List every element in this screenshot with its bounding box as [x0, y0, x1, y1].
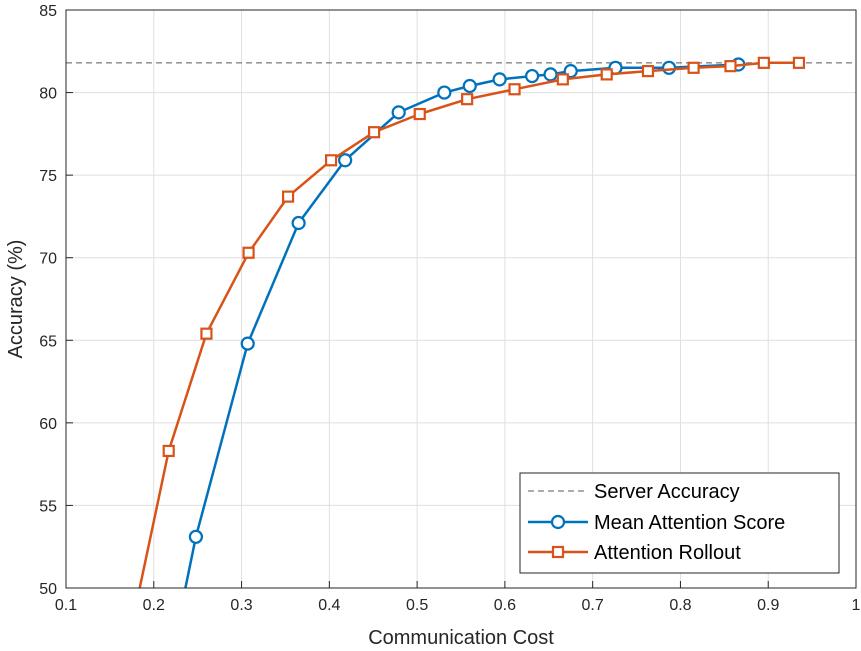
x-ticks: 0.1 0.2 0.3 0.4 0.5 0.6 0.7 0.8 0.9 1	[55, 581, 861, 614]
mean-attention-score-point	[291, 215, 306, 231]
mean-attention-score-point	[338, 153, 353, 168]
x-tick-label: 0.7	[582, 597, 604, 614]
attention-rollout-point	[200, 327, 213, 340]
x-tick-label: 0.6	[494, 597, 516, 614]
y-tick-label: 50	[39, 581, 57, 598]
x-axis-label: Communication Cost	[368, 627, 554, 649]
y-tick-label: 85	[39, 3, 57, 20]
attention-rollout-point	[724, 60, 737, 73]
x-tick-label: 0.9	[757, 597, 779, 614]
attention-rollout-point	[508, 83, 521, 96]
attention-rollout-point	[324, 154, 338, 167]
x-tick-label: 0.8	[669, 597, 691, 614]
series-group	[138, 56, 806, 589]
attention-rollout-point	[162, 444, 175, 458]
attention-rollout-point	[281, 190, 295, 203]
attention-rollout-point	[413, 107, 426, 121]
x-tick-label: 1	[852, 597, 861, 614]
x-tick-label: 0.3	[230, 597, 252, 614]
mean-attention-score-point	[240, 336, 255, 351]
legend-attention-rollout-marker	[551, 545, 565, 559]
mean-attention-score-point	[492, 72, 507, 87]
x-tick-label: 0.2	[143, 597, 165, 614]
legend: Server Accuracy Mean Attention Score Att…	[519, 472, 840, 574]
mean-attention-score-point	[524, 68, 540, 84]
y-tick-label: 75	[39, 168, 57, 185]
x-tick-label: 0.1	[55, 597, 77, 614]
attention-rollout-point	[757, 56, 770, 69]
y-tick-label: 80	[39, 86, 57, 103]
y-axis-label: Accuracy (%)	[5, 240, 27, 359]
legend-mean-attention-label: Mean Attention Score	[594, 512, 785, 534]
y-tick-label: 70	[39, 251, 57, 268]
mean-attention-score-point	[661, 60, 677, 75]
y-tick-label: 55	[39, 498, 57, 515]
attention-rollout-point	[556, 73, 569, 86]
y-tick-label: 60	[39, 416, 57, 433]
y-tick-label: 65	[39, 333, 57, 350]
y-ticks: 50 55 60 65 70 75 80 85	[39, 3, 73, 598]
attention-rollout-point	[368, 126, 381, 139]
mean-attention-score-point	[437, 85, 452, 100]
legend-mean-attention-marker	[550, 514, 566, 530]
attention-rollout-point	[641, 65, 655, 78]
attention-rollout-point	[687, 61, 700, 74]
legend-attention-rollout-label: Attention Rollout	[594, 542, 741, 564]
attention-rollout-point	[461, 93, 474, 106]
attention-rollout-point	[242, 246, 255, 259]
attention-rollout-point	[792, 56, 806, 69]
mean-attention-score-point	[543, 67, 558, 82]
legend-server-accuracy-label: Server Accuracy	[594, 481, 740, 503]
x-tick-label: 0.4	[318, 597, 340, 614]
mean-attention-score-point	[462, 78, 477, 94]
plot-border	[65, 9, 857, 589]
attention-rollout-point	[600, 68, 613, 81]
x-tick-label: 0.5	[406, 597, 428, 614]
mean-attention-score-point	[391, 105, 406, 120]
mean-attention-score-point	[188, 529, 204, 544]
